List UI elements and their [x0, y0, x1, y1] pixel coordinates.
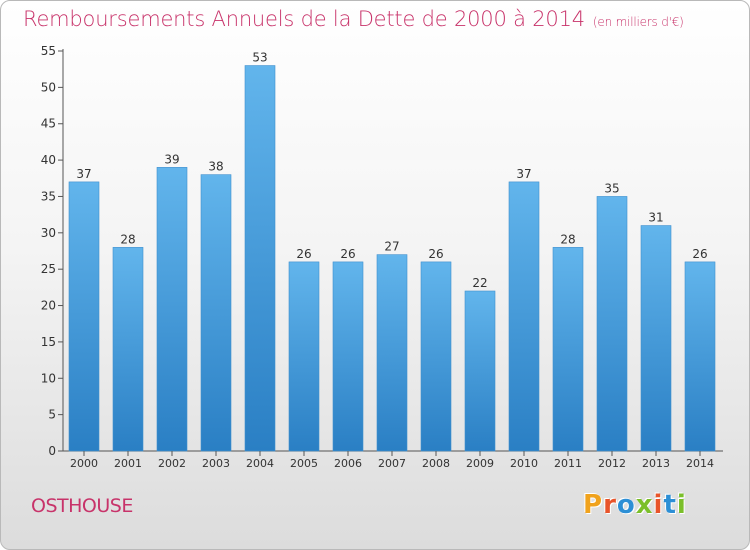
bar	[464, 290, 496, 452]
y-tick-label: 10	[41, 371, 56, 385]
x-tick-label: 2000	[70, 457, 98, 470]
x-tick-label: 2009	[466, 457, 494, 470]
y-tick-label: 45	[41, 117, 56, 131]
bar	[112, 247, 144, 452]
bar-value-label: 37	[516, 167, 531, 181]
y-tick-label: 35	[41, 189, 56, 203]
x-tick-label: 2005	[290, 457, 318, 470]
bar	[332, 261, 364, 452]
bar-value-label: 35	[604, 181, 619, 195]
bar	[288, 261, 320, 452]
proxiti-logo: Proxiti	[583, 490, 687, 520]
bar	[596, 196, 628, 452]
bar-value-label: 37	[76, 167, 91, 181]
chart-unit: (en milliers d'€)	[592, 15, 684, 29]
bar-value-label: 26	[692, 247, 707, 261]
bar	[68, 181, 100, 452]
bar	[420, 261, 452, 452]
y-tick-label: 55	[41, 44, 56, 58]
bar	[200, 174, 232, 452]
bar-value-label: 26	[296, 247, 311, 261]
commune-name: OSTHOUSE	[31, 495, 133, 517]
bar	[684, 261, 716, 452]
x-tick-label: 2011	[554, 457, 582, 470]
x-tick-label: 2010	[510, 457, 538, 470]
bar	[376, 254, 408, 452]
y-tick-label: 50	[41, 80, 56, 94]
bar-value-label: 28	[120, 232, 135, 246]
y-tick-label: 15	[41, 335, 56, 349]
x-tick-label: 2014	[686, 457, 714, 470]
x-tick-label: 2006	[334, 457, 362, 470]
bar-value-label: 26	[340, 247, 355, 261]
bar-value-label: 22	[472, 276, 487, 290]
y-tick-label: 5	[48, 408, 56, 422]
bar	[244, 65, 276, 452]
x-tick-label: 2001	[114, 457, 142, 470]
x-tick-label: 2012	[598, 457, 626, 470]
bar-value-label: 27	[384, 240, 399, 254]
bar-value-label: 26	[428, 247, 443, 261]
y-tick-label: 40	[41, 153, 56, 167]
x-tick-label: 2004	[246, 457, 274, 470]
bar-value-label: 39	[164, 152, 179, 166]
x-tick-label: 2013	[642, 457, 670, 470]
bar	[156, 167, 188, 452]
y-tick-label: 30	[41, 226, 56, 240]
y-tick-label: 25	[41, 262, 56, 276]
bar	[640, 225, 672, 452]
bar-value-label: 31	[648, 211, 663, 225]
x-tick-label: 2003	[202, 457, 230, 470]
chart-title: Remboursements Annuels de la Dette de 20…	[23, 7, 684, 31]
y-tick-label: 20	[41, 299, 56, 313]
bar-value-label: 28	[560, 232, 575, 246]
chart-title-text: Remboursements Annuels de la Dette de 20…	[23, 7, 585, 31]
bar	[508, 181, 540, 452]
x-tick-label: 2002	[158, 457, 186, 470]
bar	[552, 247, 584, 452]
bar-value-label: 53	[252, 51, 267, 65]
y-tick-label: 0	[48, 444, 56, 458]
x-tick-label: 2008	[422, 457, 450, 470]
x-tick-label: 2007	[378, 457, 406, 470]
bar-value-label: 38	[208, 160, 223, 174]
